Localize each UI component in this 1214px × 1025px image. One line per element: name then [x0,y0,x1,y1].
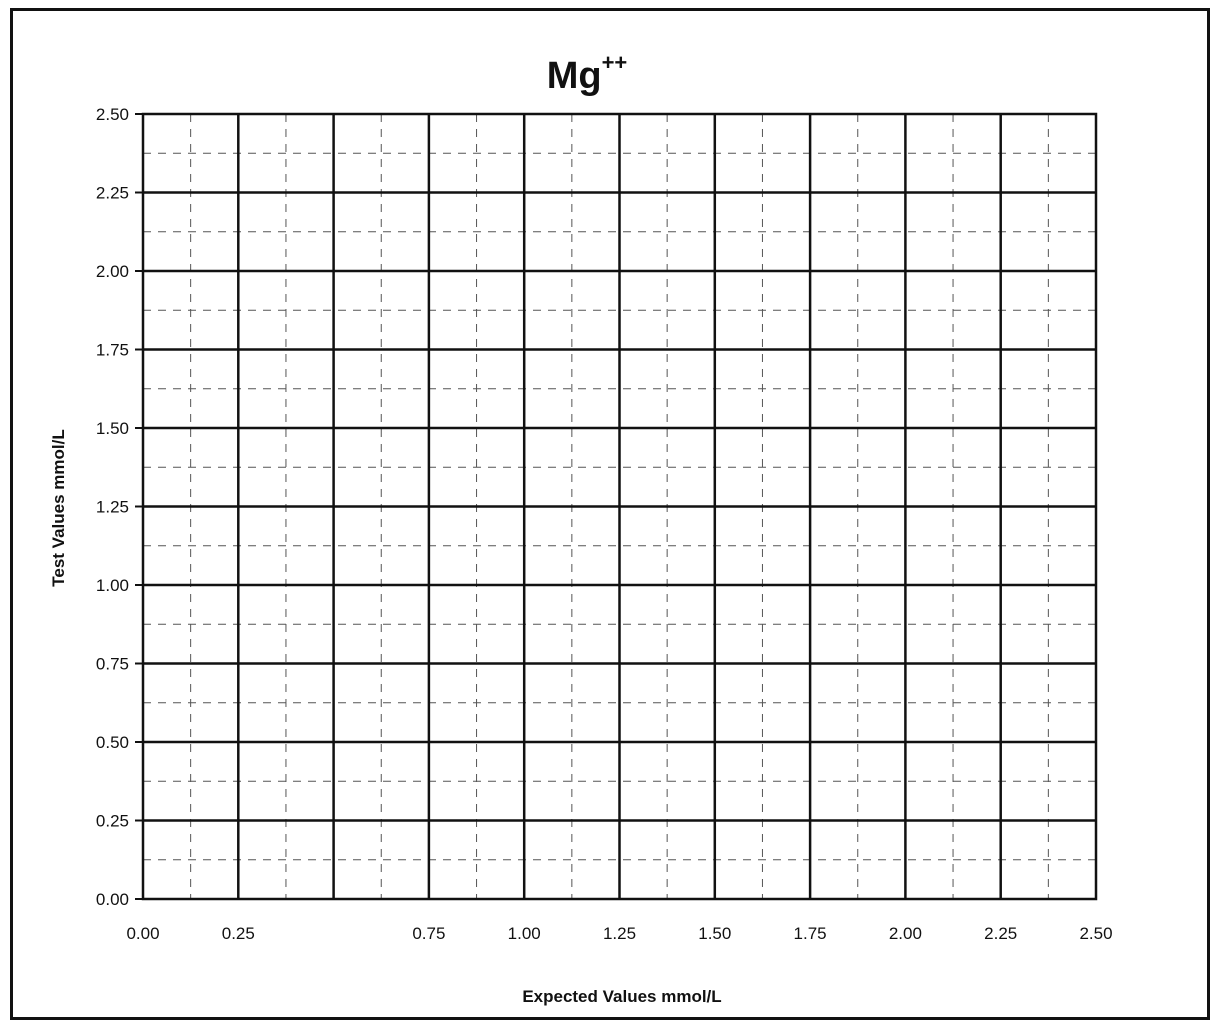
x-tick-label: 0.00 [126,924,159,943]
y-tick-labels: 0.00 0.25 0.50 0.75 1.00 1.25 1.50 1.75 2.00 2.25… [96,105,129,909]
y-tick-marks [135,113,143,900]
x-tick-label: 1.25 [603,924,636,943]
x-tick-label: 2.50 [1079,924,1112,943]
y-tick-label: 1.25 [96,498,129,517]
x-tick-label: 0.75 [412,924,445,943]
y-tick-label: 0.00 [96,890,129,909]
y-tick-label: 1.75 [96,341,129,360]
chart-title: Mg++ [547,50,628,97]
chart-frame [10,8,1210,1020]
y-tick-label: 1.50 [96,419,129,438]
x-tick-label: 1.50 [698,924,731,943]
x-tick-label: 1.00 [508,924,541,943]
x-tick-label: 2.25 [984,924,1017,943]
y-axis-title: Test Values mmol/L [49,429,68,586]
x-tick-label: 0.25 [222,924,255,943]
y-tick-label: 2.50 [96,105,129,124]
y-tick-label: 2.00 [96,262,129,281]
y-tick-label: 0.50 [96,733,129,752]
y-tick-label: 0.75 [96,655,129,674]
chart-title-text: Mg [547,55,602,97]
y-tick-label: 0.25 [96,812,129,831]
y-tick-label: 1.00 [96,576,129,595]
x-tick-label: 1.75 [794,924,827,943]
x-axis-title: Expected Values mmol/L [522,987,721,1006]
x-tick-labels: 0.00 0.25 0.75 1.00 1.25 1.50 1.75 2.00 2.25 2.50 [126,924,1112,943]
chart-title-superscript: ++ [602,50,628,75]
major-grid [143,114,1096,899]
x-tick-label: 2.00 [889,924,922,943]
y-tick-label: 2.25 [96,184,129,203]
